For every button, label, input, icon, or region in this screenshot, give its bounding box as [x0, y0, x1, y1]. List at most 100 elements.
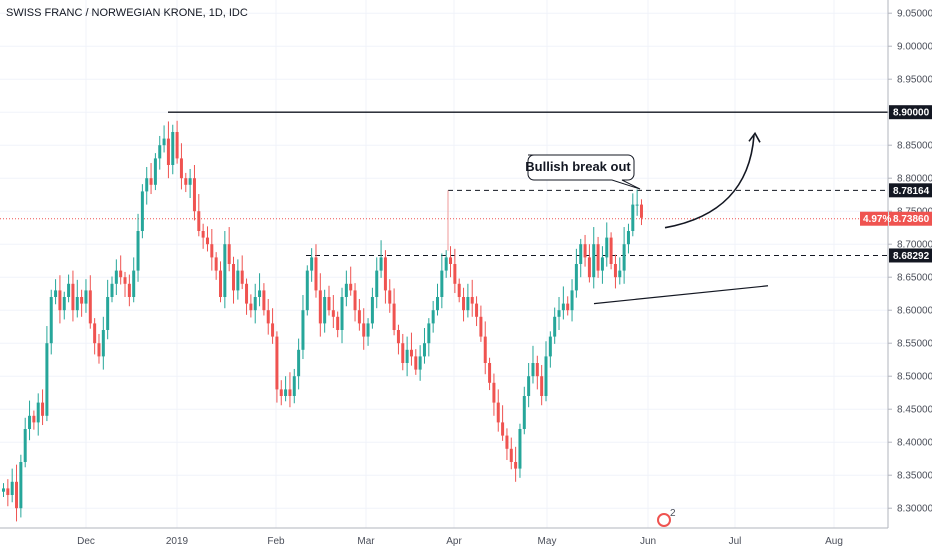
candle-body — [314, 257, 318, 291]
candle — [297, 338, 301, 390]
y-tick-label: 8.65000 — [897, 273, 932, 284]
candle — [570, 279, 574, 322]
y-tick-label: 8.40000 — [897, 438, 932, 449]
candle — [301, 295, 305, 360]
candle — [214, 252, 218, 280]
candle — [626, 223, 630, 254]
candle — [19, 454, 23, 518]
candle-body — [392, 303, 396, 330]
y-tick-label: 8.95000 — [897, 75, 932, 86]
callout-shape — [527, 154, 641, 190]
candle-body — [605, 237, 609, 258]
candle-body — [219, 270, 222, 297]
candle — [275, 331, 279, 403]
candle — [622, 227, 626, 284]
candle — [409, 332, 413, 366]
candle — [54, 279, 58, 305]
candle-body — [466, 297, 470, 311]
candle-body — [288, 389, 292, 396]
candle-body — [279, 389, 283, 396]
price-label-bg — [889, 105, 932, 120]
badge-count: 2 — [670, 508, 676, 519]
candle-body — [110, 283, 114, 297]
candle-body — [557, 310, 561, 317]
candle-body — [409, 349, 413, 357]
candle-body — [622, 244, 626, 271]
y-tick-label: 8.45000 — [897, 405, 932, 416]
candle — [210, 229, 214, 271]
candle-body — [318, 290, 322, 324]
candle-body — [396, 330, 400, 344]
candle — [396, 324, 400, 355]
price-label: 8.90000 — [893, 108, 930, 119]
candle-body — [436, 297, 439, 311]
candle-body — [205, 237, 209, 245]
candle-body — [414, 356, 418, 370]
candle-body — [258, 290, 262, 297]
candle — [501, 405, 505, 441]
candle-body — [422, 343, 426, 357]
candle — [71, 270, 75, 322]
candle-body — [223, 244, 227, 297]
candle — [631, 193, 635, 237]
candle-body — [253, 297, 257, 311]
candle — [10, 468, 14, 503]
candle-body — [266, 310, 270, 324]
candle — [132, 257, 136, 303]
candle-body — [366, 323, 370, 337]
candle — [379, 240, 383, 278]
candle — [145, 166, 149, 205]
candle — [527, 363, 531, 408]
candle-body — [23, 429, 27, 462]
candle-body — [383, 257, 387, 291]
y-tick-label: 8.85000 — [897, 141, 932, 152]
price-label-bg — [889, 183, 932, 198]
candle-body — [401, 343, 405, 363]
candle — [123, 271, 127, 297]
candle-body — [344, 283, 348, 297]
candle — [583, 234, 587, 267]
candle-body — [405, 349, 409, 363]
callout-bubble: Bullish break out — [525, 154, 641, 190]
candle-body — [618, 270, 622, 278]
candle — [596, 236, 600, 278]
x-tick-label: Mar — [357, 536, 375, 547]
candle — [97, 333, 101, 364]
candle-body — [15, 481, 19, 509]
candle-body — [583, 244, 587, 258]
candle — [327, 285, 331, 316]
candle — [444, 250, 448, 278]
candle-body — [166, 138, 170, 165]
candle-body — [240, 270, 244, 284]
candle-body — [548, 336, 552, 357]
candle-body — [501, 422, 505, 436]
candle — [375, 257, 379, 309]
candle-body — [275, 336, 279, 390]
candle — [227, 227, 231, 272]
candle — [453, 248, 457, 294]
candle-body — [444, 257, 448, 271]
price-label-bg — [889, 211, 932, 226]
candle-body — [84, 290, 88, 304]
candle-body — [483, 336, 487, 363]
price-label: 8.73860 — [893, 214, 930, 225]
candle-body — [188, 178, 192, 185]
candle-body — [184, 178, 188, 185]
candle-body — [600, 257, 604, 271]
candle-body — [449, 257, 453, 264]
candle-body — [10, 481, 14, 495]
candle — [88, 275, 92, 329]
candle — [284, 376, 288, 402]
candle-body — [522, 396, 526, 429]
candle — [249, 294, 253, 318]
candle-body — [566, 303, 570, 311]
candle — [618, 257, 622, 285]
candle — [28, 400, 32, 441]
candle — [336, 311, 340, 338]
candle — [288, 372, 292, 408]
candle — [544, 341, 548, 402]
candle-body — [579, 244, 583, 264]
candle-body — [553, 316, 557, 337]
